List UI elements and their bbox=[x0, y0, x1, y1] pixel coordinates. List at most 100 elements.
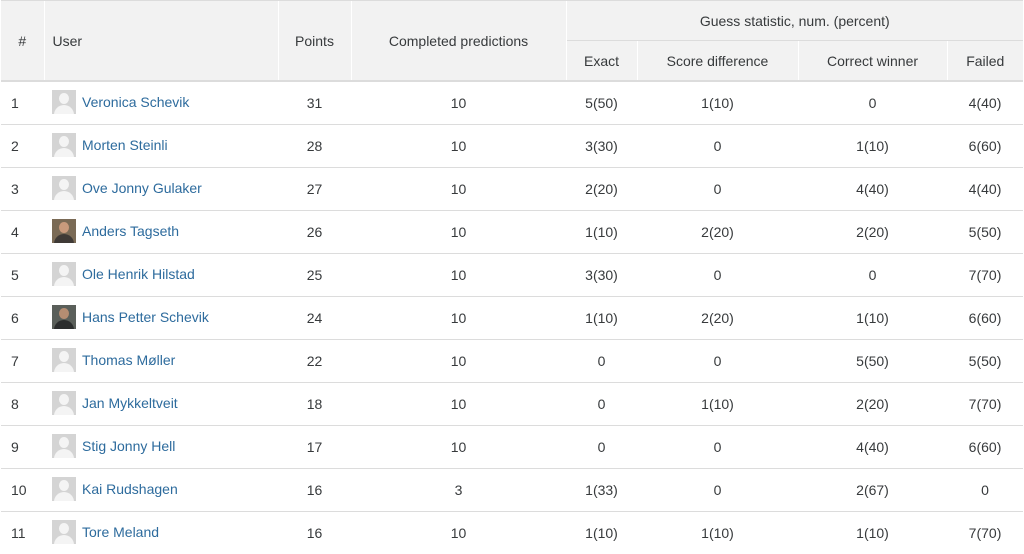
failed-cell: 7(70) bbox=[947, 382, 1024, 426]
col-completed-header[interactable]: Completed predictions bbox=[350, 0, 566, 82]
points-cell: 22 bbox=[278, 339, 351, 383]
points-cell: 27 bbox=[278, 167, 351, 211]
rank-cell: 3 bbox=[1, 167, 44, 211]
completed-cell: 3 bbox=[351, 468, 566, 512]
failed-cell: 0 bbox=[947, 468, 1024, 512]
table-row: 5 Ole Henrik Hilstad 25 10 3(30) 0 0 7(70) bbox=[1, 253, 1024, 297]
points-cell: 24 bbox=[278, 296, 351, 340]
user-name[interactable]: Kai Rudshagen bbox=[82, 480, 178, 497]
exact-cell: 3(30) bbox=[566, 124, 637, 168]
completed-cell: 10 bbox=[351, 124, 566, 168]
user-name[interactable]: Anders Tagseth bbox=[82, 222, 180, 239]
rank-cell: 6 bbox=[1, 296, 44, 340]
col-score-difference-header[interactable]: Score difference bbox=[636, 40, 798, 82]
user-link[interactable]: Thomas Møller bbox=[52, 347, 176, 372]
user-name[interactable]: Stig Jonny Hell bbox=[82, 437, 176, 454]
exact-cell: 1(10) bbox=[566, 511, 637, 554]
user-link[interactable]: Stig Jonny Hell bbox=[52, 433, 176, 458]
user-cell: Morten Steinli bbox=[44, 124, 278, 168]
exact-cell: 0 bbox=[566, 382, 637, 426]
completed-cell: 10 bbox=[351, 296, 566, 340]
score-difference-cell: 1(10) bbox=[637, 80, 798, 125]
user-link[interactable]: Morten Steinli bbox=[52, 132, 168, 157]
exact-cell: 1(10) bbox=[566, 210, 637, 254]
rank-cell: 10 bbox=[1, 468, 44, 512]
exact-cell: 2(20) bbox=[566, 167, 637, 211]
user-cell: Hans Petter Schevik bbox=[44, 296, 278, 340]
default-avatar-icon[interactable] bbox=[52, 89, 76, 114]
failed-cell: 7(70) bbox=[947, 511, 1024, 554]
col-points-header[interactable]: Points bbox=[277, 0, 351, 82]
default-avatar-icon[interactable] bbox=[52, 476, 76, 501]
score-difference-cell: 2(20) bbox=[637, 296, 798, 340]
user-name[interactable]: Morten Steinli bbox=[82, 136, 168, 153]
exact-cell: 0 bbox=[566, 425, 637, 469]
user-cell: Ove Jonny Gulaker bbox=[44, 167, 278, 211]
user-link[interactable]: Kai Rudshagen bbox=[52, 476, 178, 501]
points-cell: 25 bbox=[278, 253, 351, 297]
user-name[interactable]: Tore Meland bbox=[82, 523, 160, 540]
user-photo-avatar[interactable] bbox=[52, 304, 76, 329]
failed-cell: 7(70) bbox=[947, 253, 1024, 297]
table-row: 10 Kai Rudshagen 16 3 1(33) 0 2(67) 0 bbox=[1, 468, 1024, 512]
default-avatar-icon[interactable] bbox=[52, 519, 76, 544]
points-cell: 17 bbox=[278, 425, 351, 469]
exact-cell: 0 bbox=[566, 339, 637, 383]
user-cell: Tore Meland bbox=[44, 511, 278, 554]
table-row: 9 Stig Jonny Hell 17 10 0 0 4(40) 6(60) bbox=[1, 425, 1024, 469]
default-avatar-icon[interactable] bbox=[52, 132, 76, 157]
user-name[interactable]: Ove Jonny Gulaker bbox=[82, 179, 202, 196]
user-link[interactable]: Hans Petter Schevik bbox=[52, 304, 209, 329]
points-cell: 28 bbox=[278, 124, 351, 168]
failed-cell: 6(60) bbox=[947, 425, 1024, 469]
user-link[interactable]: Anders Tagseth bbox=[52, 218, 180, 243]
correct-winner-cell: 2(67) bbox=[798, 468, 947, 512]
completed-cell: 10 bbox=[351, 382, 566, 426]
user-name[interactable]: Thomas Møller bbox=[82, 351, 176, 368]
table-row: 4 Anders Tagseth 26 10 1(10) 2(20) 2(20) 5(50) bbox=[1, 210, 1024, 254]
guess-statistic-header: Guess statistic, num. (percent) bbox=[565, 0, 1024, 41]
score-difference-cell: 1(10) bbox=[637, 382, 798, 426]
user-name[interactable]: Jan Mykkeltveit bbox=[82, 394, 178, 411]
failed-cell: 5(50) bbox=[947, 339, 1024, 383]
rank-cell: 9 bbox=[1, 425, 44, 469]
default-avatar-icon[interactable] bbox=[52, 347, 76, 372]
user-cell: Stig Jonny Hell bbox=[44, 425, 278, 469]
col-exact-header[interactable]: Exact bbox=[565, 40, 637, 82]
col-failed-header[interactable]: Failed bbox=[946, 40, 1024, 82]
table-header: # User Points Completed predictions Gues… bbox=[1, 0, 1024, 82]
col-rank-header[interactable]: # bbox=[1, 0, 44, 82]
user-cell: Ole Henrik Hilstad bbox=[44, 253, 278, 297]
user-name[interactable]: Veronica Schevik bbox=[82, 93, 190, 110]
user-link[interactable]: Ole Henrik Hilstad bbox=[52, 261, 195, 286]
user-name[interactable]: Ole Henrik Hilstad bbox=[82, 265, 195, 282]
user-link[interactable]: Tore Meland bbox=[52, 519, 160, 544]
col-user-header[interactable]: User bbox=[43, 0, 278, 82]
score-difference-cell: 0 bbox=[637, 425, 798, 469]
col-correct-winner-header[interactable]: Correct winner bbox=[797, 40, 947, 82]
completed-cell: 10 bbox=[351, 511, 566, 554]
failed-cell: 4(40) bbox=[947, 80, 1024, 125]
default-avatar-icon[interactable] bbox=[52, 390, 76, 415]
user-link[interactable]: Ove Jonny Gulaker bbox=[52, 175, 202, 200]
user-link[interactable]: Veronica Schevik bbox=[52, 89, 190, 114]
completed-cell: 10 bbox=[351, 80, 566, 125]
default-avatar-icon[interactable] bbox=[52, 261, 76, 286]
exact-cell: 3(30) bbox=[566, 253, 637, 297]
user-cell: Anders Tagseth bbox=[44, 210, 278, 254]
failed-cell: 6(60) bbox=[947, 296, 1024, 340]
failed-cell: 4(40) bbox=[947, 167, 1024, 211]
score-difference-cell: 2(20) bbox=[637, 210, 798, 254]
rank-cell: 2 bbox=[1, 124, 44, 168]
correct-winner-cell: 1(10) bbox=[798, 124, 947, 168]
user-cell: Kai Rudshagen bbox=[44, 468, 278, 512]
user-cell: Thomas Møller bbox=[44, 339, 278, 383]
score-difference-cell: 0 bbox=[637, 468, 798, 512]
user-photo-avatar[interactable] bbox=[52, 218, 76, 243]
rank-cell: 1 bbox=[1, 80, 44, 125]
user-link[interactable]: Jan Mykkeltveit bbox=[52, 390, 178, 415]
default-avatar-icon[interactable] bbox=[52, 175, 76, 200]
user-name[interactable]: Hans Petter Schevik bbox=[82, 308, 209, 325]
default-avatar-icon[interactable] bbox=[52, 433, 76, 458]
score-difference-cell: 0 bbox=[637, 253, 798, 297]
